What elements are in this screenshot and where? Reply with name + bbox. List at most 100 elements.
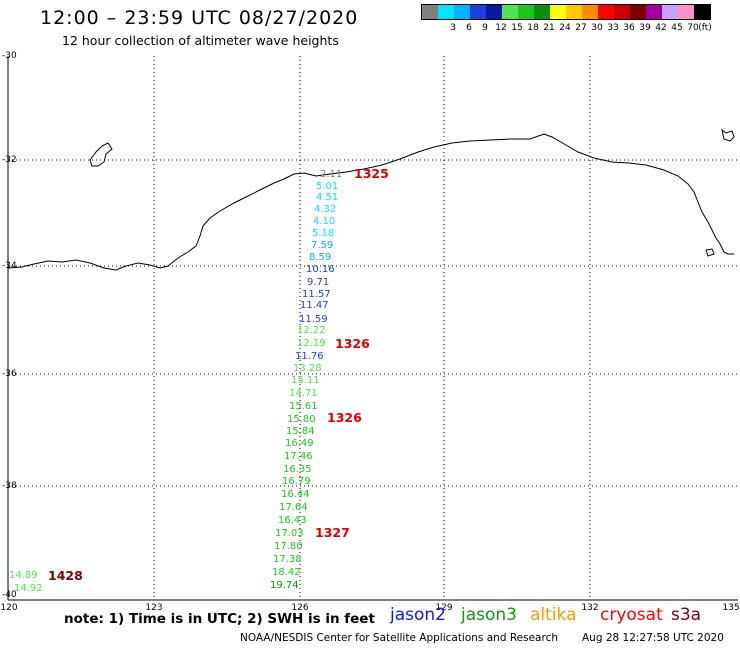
scale-label: 39 bbox=[639, 23, 651, 33]
legend-cryosat: cryosat bbox=[600, 605, 663, 625]
scale-swatch bbox=[470, 5, 486, 19]
wave-height-label: 16.79 bbox=[282, 476, 311, 487]
island-recherche bbox=[89, 142, 113, 167]
scale-swatch bbox=[502, 5, 518, 19]
wave-height-label: 14.71 bbox=[289, 388, 318, 399]
wave-height-label: 15.84 bbox=[286, 426, 315, 437]
scale-swatch bbox=[646, 5, 662, 19]
lon-label: 126 bbox=[291, 603, 309, 613]
wave-height-label: 4.32 bbox=[314, 204, 336, 215]
scale-swatch bbox=[486, 5, 502, 19]
scale-swatch bbox=[550, 5, 566, 19]
wave-height-label: 17.46 bbox=[284, 451, 313, 462]
wave-height-label: 12.19 bbox=[297, 338, 326, 349]
wave-height-label: 5.18 bbox=[312, 228, 334, 239]
wave-height-label: 10.16 bbox=[306, 264, 335, 275]
lon-label: 120 bbox=[0, 603, 18, 613]
graticule bbox=[8, 56, 738, 600]
scale-swatch bbox=[630, 5, 646, 19]
scale-label: 3 bbox=[450, 23, 456, 33]
lat-label: -34 bbox=[2, 261, 17, 271]
wave-height-label: 15.61 bbox=[289, 401, 318, 412]
scale-label: 45 bbox=[671, 23, 683, 33]
wave-height-label: 17.03 bbox=[275, 528, 304, 539]
scale-label: 27 bbox=[575, 23, 587, 33]
wave-height-label: 16.35 bbox=[283, 464, 312, 475]
wave-height-label: 17.80 bbox=[274, 541, 303, 552]
scale-label: 12 bbox=[495, 23, 507, 33]
pass-time-label: 1326 bbox=[327, 410, 362, 425]
legend-jason2: jason2 bbox=[390, 605, 446, 625]
wave-height-label: 11.59 bbox=[299, 314, 328, 325]
scale-swatch bbox=[454, 5, 470, 19]
scale-swatch bbox=[614, 5, 630, 19]
page-subtitle: 12 hour collection of altimeter wave hei… bbox=[62, 33, 339, 48]
scale-label: 33 bbox=[607, 23, 619, 33]
lon-label: 123 bbox=[145, 603, 163, 613]
scale-swatch bbox=[662, 5, 678, 19]
wave-height-label: 15.80 bbox=[287, 414, 316, 425]
wave-height-label: 14.89 bbox=[9, 570, 38, 581]
wave-height-label: 14.92 bbox=[14, 583, 43, 594]
wave-height-label: 16.43 bbox=[278, 515, 307, 526]
scale-swatch-bar bbox=[421, 4, 711, 20]
wave-height-label: 7.59 bbox=[311, 240, 333, 251]
scale-label: 18 bbox=[527, 23, 539, 33]
wave-height-label: 4.10 bbox=[313, 216, 335, 227]
credit-line: NOAA/NESDIS Center for Satellite Applica… bbox=[240, 632, 558, 644]
scale-swatch bbox=[598, 5, 614, 19]
legend-jason3: jason3 bbox=[461, 605, 517, 625]
scale-label: 24 bbox=[559, 23, 571, 33]
lat-label: -30 bbox=[2, 51, 17, 61]
island-kangaroo bbox=[705, 248, 715, 257]
legend-altika: altika bbox=[530, 605, 577, 625]
coastline bbox=[7, 133, 734, 271]
scale-swatch bbox=[438, 5, 454, 19]
legend-s3a: s3a bbox=[671, 605, 702, 625]
lat-label: -32 bbox=[2, 155, 17, 165]
pass-time-label: 1327 bbox=[315, 525, 350, 540]
wave-height-label: 13.28 bbox=[293, 363, 322, 374]
pass-time-label: 1325 bbox=[354, 166, 389, 181]
scale-swatch bbox=[534, 5, 550, 19]
scale-label: 36 bbox=[623, 23, 635, 33]
pass-time-label: 1326 bbox=[335, 336, 370, 351]
scale-label: 70 bbox=[687, 23, 699, 33]
wave-height-label: 4.51 bbox=[316, 192, 338, 203]
lat-label: -40 bbox=[2, 590, 17, 600]
lat-label: -38 bbox=[2, 481, 17, 491]
scale-label: 30 bbox=[591, 23, 603, 33]
scale-label: 42 bbox=[655, 23, 667, 33]
scale-swatch bbox=[582, 5, 598, 19]
wave-height-label: 16.44 bbox=[281, 489, 310, 500]
scale-label: 21 bbox=[543, 23, 555, 33]
wave-height-label: 18.42 bbox=[272, 567, 301, 578]
wave-height-label: 17.38 bbox=[273, 554, 302, 565]
pass-time-label: 1428 bbox=[48, 568, 83, 583]
scale-label: 9 bbox=[482, 23, 488, 33]
wave-height-label: 11.47 bbox=[300, 300, 329, 311]
wave-height-label: 5.01 bbox=[316, 181, 338, 192]
wave-height-label: 11.76 bbox=[295, 351, 324, 362]
page-title: 12:00 – 23:59 UTC 08/27/2020 bbox=[40, 7, 359, 29]
footer-note: note: 1) Time is in UTC; 2) SWH is in fe… bbox=[64, 611, 375, 627]
scale-swatch bbox=[518, 5, 534, 19]
wave-height-label: 12.22 bbox=[297, 325, 326, 336]
wave-height-label: 15.11 bbox=[291, 375, 320, 386]
island-east bbox=[721, 128, 735, 142]
scale-label: 6 bbox=[466, 23, 472, 33]
scale-unit-label: (ft) bbox=[698, 23, 712, 33]
scale-swatch bbox=[422, 5, 438, 19]
lon-label: 135 bbox=[722, 603, 740, 613]
lat-label: -36 bbox=[2, 369, 17, 379]
lon-label: 132 bbox=[581, 603, 599, 613]
scale-swatch bbox=[694, 5, 710, 19]
wave-height-label: 2.11 bbox=[320, 169, 342, 180]
wave-height-label: 16.49 bbox=[285, 438, 314, 449]
generation-timestamp: Aug 28 12:27:58 UTC 2020 bbox=[582, 632, 724, 644]
scale-label: 15 bbox=[511, 23, 523, 33]
wave-height-label: 11.57 bbox=[302, 289, 331, 300]
wave-height-label: 8.59 bbox=[309, 252, 331, 263]
